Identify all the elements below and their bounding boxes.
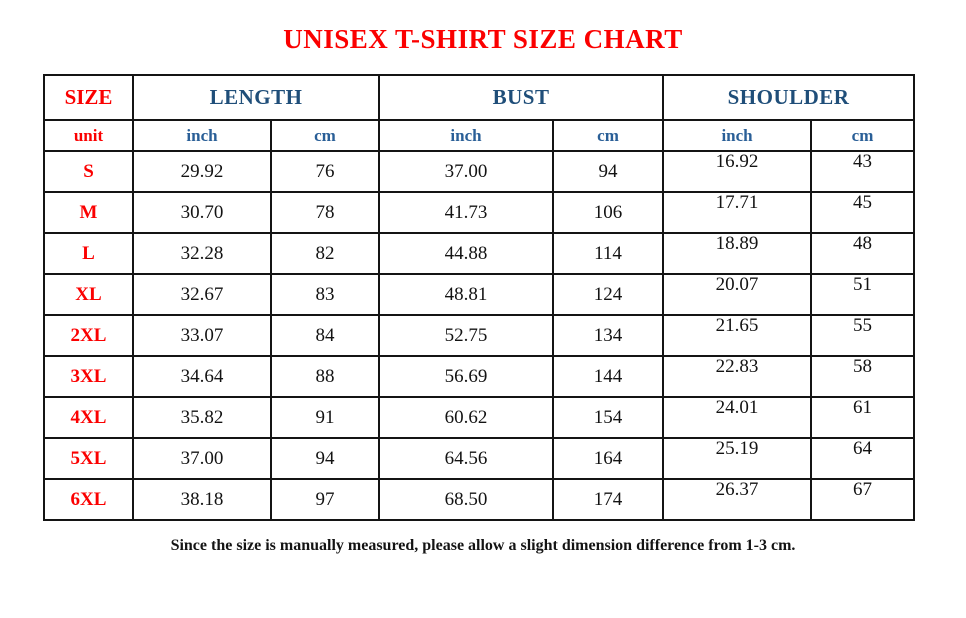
shoulder-inch-cell: 16.92	[662, 150, 813, 193]
length-inch-cell: 32.67	[132, 273, 272, 316]
bust-inch-cell: 64.56	[378, 437, 555, 480]
length-cm-cell: 83	[269, 273, 381, 316]
size-label-cell: M	[43, 191, 134, 234]
column-header-length: LENGTH	[131, 74, 381, 121]
unit-bust-inch: inch	[378, 119, 555, 152]
bust-cm-cell: 134	[552, 314, 665, 357]
length-cm-cell: 97	[269, 478, 381, 521]
bust-inch-cell: 60.62	[378, 396, 555, 439]
size-label-cell: 2XL	[43, 314, 134, 357]
table-row: 5XL 37.00 94 64.56 164 25.19 64	[43, 437, 916, 480]
bust-cm-cell: 124	[552, 273, 665, 316]
table-body: S 29.92 76 37.00 94 16.92 43 M 30.70 78 …	[43, 150, 916, 521]
size-label-cell: XL	[43, 273, 134, 316]
table-row: L 32.28 82 44.88 114 18.89 48	[43, 232, 916, 275]
size-label-cell: 5XL	[43, 437, 134, 480]
length-inch-cell: 37.00	[132, 437, 272, 480]
length-inch-cell: 38.18	[132, 478, 272, 521]
length-cm-cell: 91	[269, 396, 381, 439]
column-header-shoulder: SHOULDER	[662, 74, 916, 121]
shoulder-cm-cell: 45	[810, 191, 916, 234]
length-cm-cell: 78	[269, 191, 381, 234]
bust-inch-cell: 52.75	[378, 314, 555, 357]
column-header-size: SIZE	[43, 74, 134, 121]
shoulder-inch-cell: 21.65	[662, 314, 813, 357]
shoulder-cm-cell: 58	[810, 355, 916, 398]
unit-row: unit inch cm inch cm inch cm	[43, 119, 916, 152]
length-inch-cell: 32.28	[132, 232, 272, 275]
table-row: M 30.70 78 41.73 106 17.71 45	[43, 191, 916, 234]
length-cm-cell: 76	[269, 150, 381, 193]
bust-cm-cell: 144	[552, 355, 665, 398]
shoulder-inch-cell: 20.07	[662, 273, 813, 316]
bust-inch-cell: 41.73	[378, 191, 555, 234]
shoulder-inch-cell: 26.37	[662, 478, 813, 521]
shoulder-inch-cell: 17.71	[662, 191, 813, 234]
length-cm-cell: 94	[269, 437, 381, 480]
bust-inch-cell: 37.00	[378, 150, 555, 193]
measurement-disclaimer: Since the size is manually measured, ple…	[170, 537, 796, 554]
table-row: 4XL 35.82 91 60.62 154 24.01 61	[43, 396, 916, 439]
length-cm-cell: 88	[269, 355, 381, 398]
size-label-cell: 4XL	[43, 396, 134, 439]
unit-bust-cm: cm	[552, 119, 665, 152]
shoulder-inch-cell: 25.19	[662, 437, 813, 480]
bust-inch-cell: 44.88	[378, 232, 555, 275]
bust-cm-cell: 94	[552, 150, 665, 193]
shoulder-cm-cell: 48	[810, 232, 916, 275]
unit-row-label: unit	[43, 119, 134, 152]
bust-inch-cell: 68.50	[378, 478, 555, 521]
unit-shoulder-cm: cm	[810, 119, 916, 152]
table-row: 3XL 34.64 88 56.69 144 22.83 58	[43, 355, 916, 398]
unit-length-inch: inch	[132, 119, 272, 152]
bust-cm-cell: 106	[552, 191, 665, 234]
unit-length-cm: cm	[269, 119, 381, 152]
table-row: S 29.92 76 37.00 94 16.92 43	[43, 150, 916, 193]
bust-inch-cell: 56.69	[378, 355, 555, 398]
shoulder-cm-cell: 67	[810, 478, 916, 521]
shoulder-cm-cell: 43	[810, 150, 916, 193]
size-label-cell: S	[43, 150, 134, 193]
shoulder-cm-cell: 51	[810, 273, 916, 316]
table-row: 6XL 38.18 97 68.50 174 26.37 67	[43, 478, 916, 521]
shoulder-cm-cell: 64	[810, 437, 916, 480]
bust-inch-cell: 48.81	[378, 273, 555, 316]
length-inch-cell: 35.82	[132, 396, 272, 439]
table-row: XL 32.67 83 48.81 124 20.07 51	[43, 273, 916, 316]
length-inch-cell: 33.07	[132, 314, 272, 357]
bust-cm-cell: 164	[552, 437, 665, 480]
size-label-cell: L	[43, 232, 134, 275]
length-inch-cell: 34.64	[132, 355, 272, 398]
header-row: SIZE LENGTH BUST SHOULDER	[43, 74, 916, 121]
size-label-cell: 3XL	[43, 355, 134, 398]
shoulder-inch-cell: 24.01	[662, 396, 813, 439]
shoulder-cm-cell: 55	[810, 314, 916, 357]
shoulder-inch-cell: 22.83	[662, 355, 813, 398]
length-inch-cell: 30.70	[132, 191, 272, 234]
page-title: UNISEX T-SHIRT SIZE CHART	[283, 24, 683, 54]
size-chart-table: SIZE LENGTH BUST SHOULDER unit inch cm i…	[43, 74, 916, 521]
unit-shoulder-inch: inch	[662, 119, 813, 152]
bust-cm-cell: 154	[552, 396, 665, 439]
bust-cm-cell: 174	[552, 478, 665, 521]
bust-cm-cell: 114	[552, 232, 665, 275]
shoulder-inch-cell: 18.89	[662, 232, 813, 275]
column-header-bust: BUST	[378, 74, 665, 121]
table-row: 2XL 33.07 84 52.75 134 21.65 55	[43, 314, 916, 357]
size-label-cell: 6XL	[43, 478, 134, 521]
length-inch-cell: 29.92	[132, 150, 272, 193]
table-header: SIZE LENGTH BUST SHOULDER unit inch cm i…	[43, 74, 916, 152]
length-cm-cell: 84	[269, 314, 381, 357]
length-cm-cell: 82	[269, 232, 381, 275]
shoulder-cm-cell: 61	[810, 396, 916, 439]
